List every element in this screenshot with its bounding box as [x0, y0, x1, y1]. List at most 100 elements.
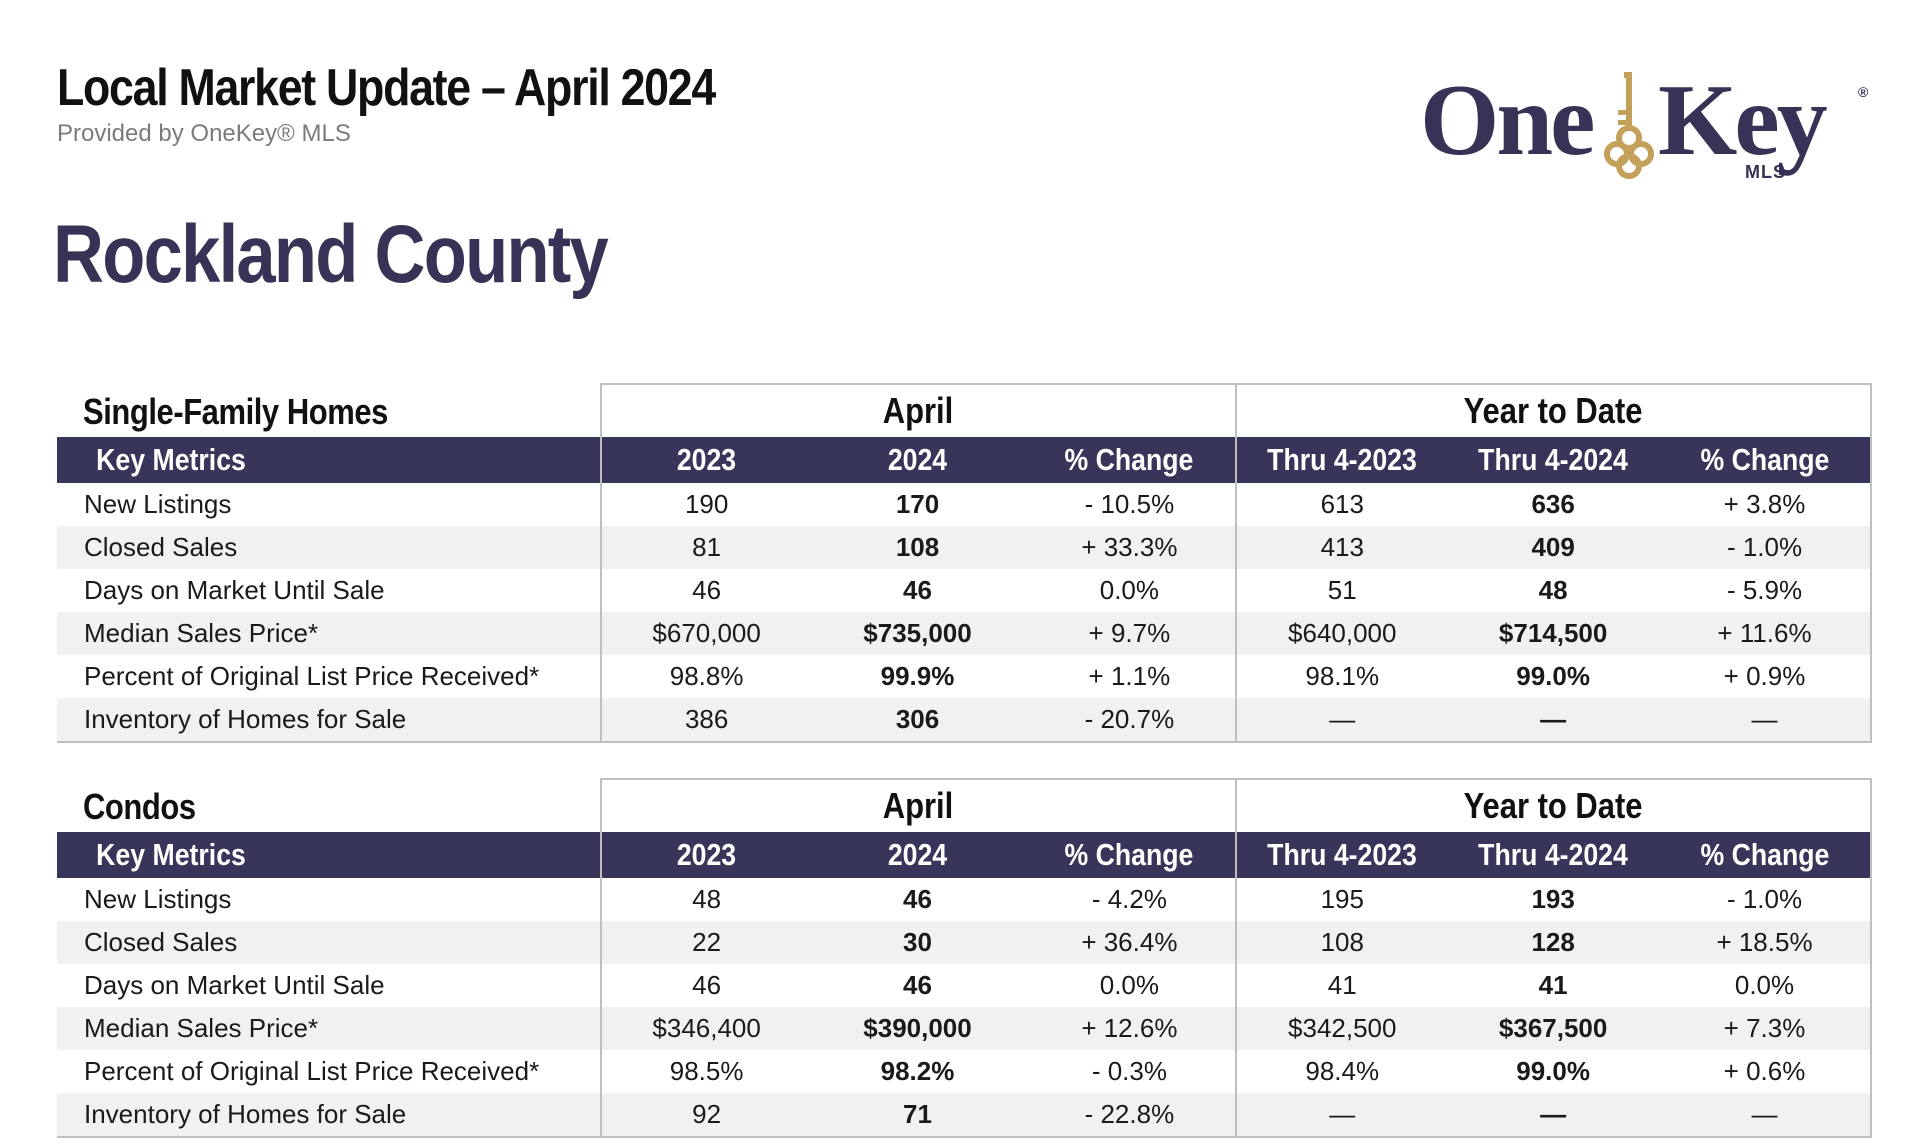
- table-cell: 409: [1531, 532, 1575, 562]
- ytd-group-header: Year to Date: [1235, 383, 1872, 437]
- table-cell: —: [1540, 704, 1567, 734]
- table-cell: 0.0%: [1099, 575, 1160, 605]
- table-cell: 306: [895, 704, 940, 734]
- section-title: Condos: [83, 786, 196, 827]
- table-row: Closed Sales 81 108 + 33.3% 413 409 - 1.0%: [57, 526, 1872, 569]
- table-cell: —: [1235, 1093, 1447, 1136]
- table-row: New Listings 190 170 - 10.5% 613 636 + 3.8%: [57, 483, 1872, 526]
- april-group-header: April: [600, 383, 1237, 437]
- table-cell: —: [1659, 1093, 1872, 1136]
- april-group-header: April: [600, 778, 1237, 832]
- column-header: Key Metrics: [96, 442, 246, 477]
- table-cell: 0.0%: [1099, 970, 1160, 1000]
- table-cell: 46: [903, 575, 932, 605]
- table-cell: 99.9%: [880, 661, 955, 691]
- table-row: Days on Market Until Sale 46 46 0.0% 51 48 - 5…: [57, 569, 1872, 612]
- column-header: Thru 4-2024: [1478, 837, 1628, 872]
- key-icon: [1604, 72, 1654, 179]
- table-cell: 30: [903, 927, 932, 957]
- table-cell: + 1.1%: [1088, 661, 1171, 691]
- table-cell: 98.8%: [599, 655, 812, 698]
- table-cell: 41: [1538, 970, 1568, 1000]
- column-header: 2024: [887, 442, 948, 477]
- column-header-row: Key Metrics 2023 2024 % Change Thru 4-20…: [57, 832, 1872, 878]
- table-cell: - 20.7%: [1084, 704, 1175, 734]
- table-cell: 98.1%: [1235, 655, 1447, 698]
- table-cell: 22: [599, 921, 812, 964]
- table-cell: 636: [1531, 489, 1575, 519]
- metric-label: Days on Market Until Sale: [84, 575, 385, 605]
- table-cell: 51: [1235, 569, 1447, 612]
- metric-label: Inventory of Homes for Sale: [84, 704, 407, 734]
- table-cell: 193: [1531, 884, 1575, 914]
- table-row: Percent of Original List Price Received*…: [57, 1050, 1872, 1093]
- table-cell: 190: [599, 483, 812, 526]
- table-row: Inventory of Homes for Sale 92 71 - 22.8% — —…: [57, 1093, 1872, 1136]
- single-family-table: Single-Family Homes April Year to Date K…: [57, 383, 1872, 743]
- table-row: New Listings 48 46 - 4.2% 195 193 - 1.0%: [57, 878, 1872, 921]
- table-cell: - 4.2%: [1091, 884, 1167, 914]
- table-cell: 613: [1235, 483, 1447, 526]
- table-cell: - 22.8%: [1084, 1099, 1175, 1129]
- metric-label: New Listings: [84, 884, 232, 914]
- column-header: Thru 4-2023: [1235, 437, 1447, 483]
- table-cell: 386: [599, 698, 812, 741]
- table-cell: —: [1235, 698, 1447, 741]
- table-cell: + 0.9%: [1659, 655, 1872, 698]
- metric-label: Closed Sales: [84, 927, 238, 957]
- table-cell: 46: [903, 970, 932, 1000]
- table-cell: 99.0%: [1516, 661, 1590, 691]
- metric-label: Days on Market Until Sale: [84, 970, 385, 1000]
- table-cell: - 0.3%: [1091, 1056, 1167, 1086]
- table-cell: $346,400: [599, 1007, 812, 1050]
- table-cell: - 1.0%: [1659, 878, 1872, 921]
- column-header: % Change: [1064, 442, 1194, 477]
- table-cell: + 9.7%: [1088, 618, 1171, 648]
- table-cell: $670,000: [599, 612, 812, 655]
- column-header-row: Key Metrics 2023 2024 % Change Thru 4-20…: [57, 437, 1872, 483]
- page-subtitle: Provided by OneKey® MLS: [57, 120, 351, 147]
- table-cell: $735,000: [863, 618, 972, 648]
- table-cell: 46: [903, 884, 932, 914]
- table-cell: 41: [1235, 964, 1447, 1007]
- table-cell: 71: [903, 1099, 932, 1129]
- column-header: 2023: [599, 832, 812, 878]
- table-cell: 98.4%: [1235, 1050, 1447, 1093]
- condos-table: Condos April Year to Date Key Metrics 20…: [57, 778, 1872, 1138]
- table-cell: $714,500: [1498, 618, 1608, 648]
- registered-mark: ®: [1858, 84, 1869, 100]
- table-row: Median Sales Price* $670,000 $735,000 + 9.7…: [57, 612, 1872, 655]
- column-header: % Change: [1064, 837, 1194, 872]
- table-cell: 170: [895, 489, 940, 519]
- table-cell: —: [1540, 1099, 1567, 1129]
- county-heading: Rockland County: [53, 209, 609, 300]
- table-cell: - 10.5%: [1084, 489, 1175, 519]
- column-header: Thru 4-2023: [1235, 832, 1447, 878]
- column-header: % Change: [1659, 437, 1872, 483]
- table-cell: 108: [895, 532, 940, 562]
- table-cell: 92: [599, 1093, 812, 1136]
- table-cell: - 1.0%: [1659, 526, 1872, 569]
- metric-label: Inventory of Homes for Sale: [84, 1099, 407, 1129]
- table-cell: 48: [599, 878, 812, 921]
- table-cell: $342,500: [1235, 1007, 1447, 1050]
- column-header: Key Metrics: [96, 837, 246, 872]
- table-cell: + 0.6%: [1659, 1050, 1872, 1093]
- section-title: Single-Family Homes: [83, 391, 388, 432]
- table-cell: 108: [1235, 921, 1447, 964]
- logo-word-key: Key: [1658, 64, 1828, 177]
- column-header: 2024: [887, 837, 948, 872]
- page-title: Local Market Update – April 2024: [57, 59, 716, 117]
- table-cell: + 33.3%: [1081, 532, 1178, 562]
- ytd-group-header: Year to Date: [1235, 778, 1872, 832]
- table-cell: 46: [599, 964, 812, 1007]
- table-cell: 48: [1538, 575, 1568, 605]
- table-cell: + 12.6%: [1081, 1013, 1178, 1043]
- table-cell: + 11.6%: [1659, 612, 1872, 655]
- table-cell: 81: [599, 526, 812, 569]
- table-row: Percent of Original List Price Received*…: [57, 655, 1872, 698]
- metric-label: Closed Sales: [84, 532, 238, 562]
- onekey-mls-logo: One Key ® MLS: [1420, 62, 1870, 192]
- table-cell: $390,000: [863, 1013, 972, 1043]
- metric-label: Percent of Original List Price Received*: [84, 1056, 540, 1086]
